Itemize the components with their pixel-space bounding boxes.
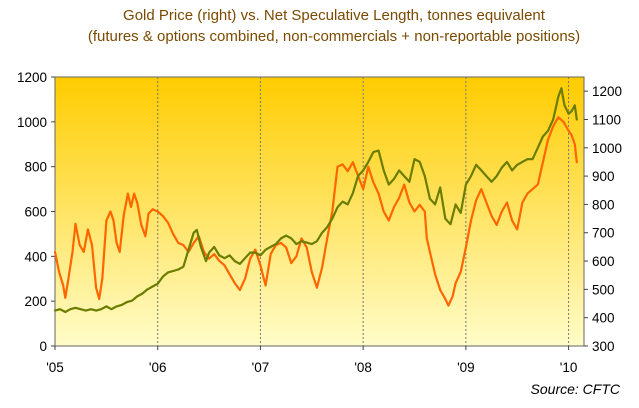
gold-price-line [53,87,578,314]
x-tick-label: '06 [149,360,167,375]
chart-subtitle: (futures & options combined, non-commerc… [88,28,580,45]
source-label: Source: CFTC [531,381,621,397]
right-tick-label: 800 [592,197,615,212]
right-tick-label: 500 [592,282,615,297]
right-tick-label: 700 [592,226,615,241]
left-tick-label: 1200 [17,70,47,85]
left-tick-label: 800 [24,160,47,175]
right-y-axis: 300 400 500 600 700 800 900 1000 1100 1200 [584,84,622,354]
x-tick-label: '08 [354,360,372,375]
plot-area [54,76,585,347]
left-tick-label: 600 [24,205,47,220]
x-tick-label: '05 [46,360,64,375]
left-tick-label: 0 [39,339,47,354]
right-tick-label: 400 [592,311,615,326]
x-tick-label: '10 [560,360,578,375]
chart-title: Gold Price (right) vs. Net Speculative L… [123,7,546,24]
right-tick-label: 1100 [592,112,621,127]
x-tick-label: '07 [252,360,270,375]
left-tick-label: 1000 [17,115,47,130]
left-y-axis: 0 200 400 600 800 1000 1200 [17,70,55,354]
series-layer [53,87,578,314]
x-axis: '05 '06 '07 '08 '09 '10 [46,346,577,375]
right-tick-label: 300 [592,339,615,354]
x-tick-label: '09 [457,360,475,375]
left-tick-label: 200 [24,294,47,309]
right-tick-label: 1200 [592,84,622,99]
vertical-gridlines [157,77,570,346]
right-tick-label: 600 [592,254,615,269]
right-tick-label: 1000 [592,141,622,156]
right-tick-label: 900 [592,169,615,184]
left-tick-label: 400 [24,249,47,264]
